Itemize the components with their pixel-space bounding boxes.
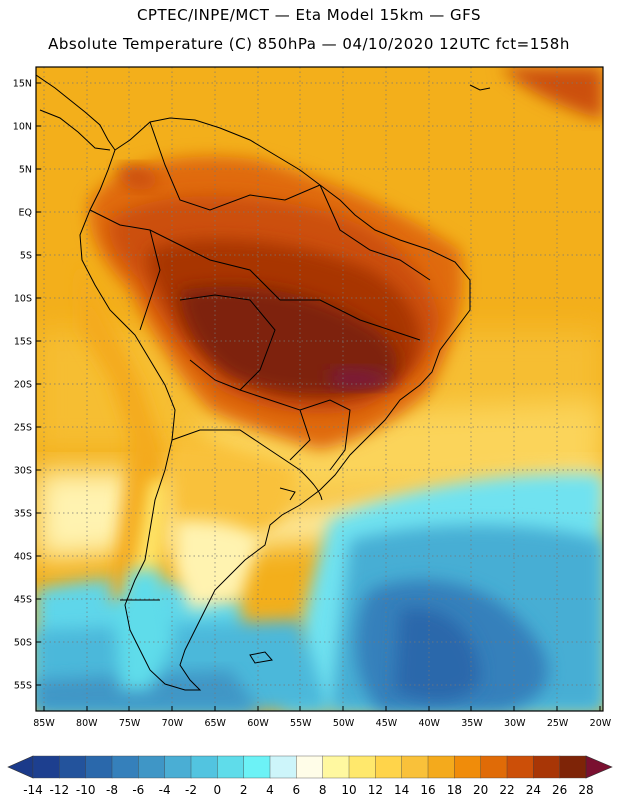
lat-label: 5S xyxy=(20,251,32,262)
lon-label: 35W xyxy=(461,718,483,729)
colorbar-label: 12 xyxy=(368,783,383,797)
chart-subtitle: Absolute Temperature (C) 850hPa — 04/10/… xyxy=(48,35,570,53)
colorbar-label: 8 xyxy=(319,783,327,797)
colorbar xyxy=(7,755,613,779)
colorbar-label: 22 xyxy=(499,783,514,797)
colorbar-min-arrow xyxy=(7,755,34,779)
lat-label: 30S xyxy=(14,466,32,477)
colorbar-label: -14 xyxy=(23,783,43,797)
colorbar-swatch xyxy=(401,755,429,779)
colorbar-swatch xyxy=(85,755,113,779)
colorbar-label: 26 xyxy=(552,783,567,797)
lon-label: 80W xyxy=(76,718,98,729)
lon-label: 70W xyxy=(162,718,184,729)
colorbar-swatch xyxy=(138,755,166,779)
colorbar-swatch xyxy=(296,755,324,779)
lon-labels: 85W 80W 75W 70W 65W 60W 55W 50W 45W 40W 35W 30W 25W 2… xyxy=(33,718,611,729)
colorbar-label: -12 xyxy=(50,783,70,797)
colorbar-swatch xyxy=(32,755,60,779)
colorbar-label: 2 xyxy=(240,783,248,797)
lat-label: 15S xyxy=(14,337,32,348)
lon-label: 40W xyxy=(418,718,440,729)
lat-label: 10N xyxy=(13,122,32,133)
chart-title: CPTEC/INPE/MCT — Eta Model 15km — GFS xyxy=(136,6,482,24)
colorbar-swatch xyxy=(480,755,508,779)
lon-label: 30W xyxy=(504,718,526,729)
lat-label: 55S xyxy=(14,681,32,692)
colorbar-label: 14 xyxy=(394,783,409,797)
lat-label: 50S xyxy=(14,638,32,649)
lat-label: 15N xyxy=(13,79,32,90)
colorbar-label: -6 xyxy=(132,783,144,797)
colorbar-swatch xyxy=(348,755,376,779)
colorbar-label: -8 xyxy=(106,783,118,797)
colorbar-swatch xyxy=(217,755,245,779)
colorbar-label: 16 xyxy=(420,783,435,797)
colorbar-swatch xyxy=(533,755,561,779)
graticule xyxy=(36,67,603,711)
lat-tick-marks xyxy=(36,82,41,686)
lon-label: 25W xyxy=(547,718,569,729)
coastlines xyxy=(36,74,491,691)
colorbar-swatch xyxy=(559,755,587,779)
colorbar-swatch xyxy=(375,755,403,779)
colorbar-swatch xyxy=(190,755,218,779)
lat-label: EQ xyxy=(19,208,32,219)
lon-label: 50W xyxy=(333,718,355,729)
colorbar-swatch xyxy=(111,755,139,779)
lat-label: 35S xyxy=(14,509,32,520)
lat-label: 20S xyxy=(14,380,32,391)
colorbar-label: 24 xyxy=(526,783,541,797)
colorbar-label: 28 xyxy=(578,783,593,797)
colorbar-label: 4 xyxy=(266,783,274,797)
lon-label: 45W xyxy=(376,718,398,729)
lon-label: 75W xyxy=(119,718,141,729)
colorbar-label: 18 xyxy=(447,783,462,797)
map-frame xyxy=(35,66,604,712)
lat-label: 45S xyxy=(14,595,32,606)
lon-label: 20W xyxy=(590,718,612,729)
lon-label: 55W xyxy=(290,718,312,729)
colorbar-swatch xyxy=(506,755,534,779)
colorbar-swatch xyxy=(427,755,455,779)
colorbar-label: -10 xyxy=(76,783,96,797)
colorbar-label: 0 xyxy=(214,783,222,797)
colorbar-swatch xyxy=(269,755,297,779)
lat-label: 5N xyxy=(19,165,32,176)
colorbar-swatch xyxy=(164,755,192,779)
colorbar-swatch xyxy=(243,755,271,779)
colorbar-label: -4 xyxy=(159,783,171,797)
lat-label: 25S xyxy=(14,423,32,434)
lon-label: 65W xyxy=(204,718,226,729)
colorbar-swatch xyxy=(322,755,350,779)
colorbar-swatch xyxy=(59,755,87,779)
lon-tick-marks xyxy=(43,706,601,711)
colorbar-label: 10 xyxy=(341,783,356,797)
colorbar-max-arrow xyxy=(585,755,613,779)
temperature-field xyxy=(36,67,603,711)
lat-label: 40S xyxy=(14,552,32,563)
lon-label: 85W xyxy=(33,718,55,729)
colorbar-swatch xyxy=(454,755,482,779)
colorbar-label: -2 xyxy=(185,783,197,797)
lat-labels: 15N 10N 5N EQ 5S 10S 15S 20S 25S 30S 35S 40S 45S 50S 5… xyxy=(13,79,32,692)
lon-label: 60W xyxy=(247,718,269,729)
colorbar-label: 20 xyxy=(473,783,488,797)
colorbar-label: 6 xyxy=(293,783,301,797)
colorbar-labels: -14 -12 -10 -8 -6 -4 -2 0 2 4 6 8 10 12 14 16 18 20 22 24 26… xyxy=(23,783,593,797)
lat-label: 10S xyxy=(14,294,32,305)
